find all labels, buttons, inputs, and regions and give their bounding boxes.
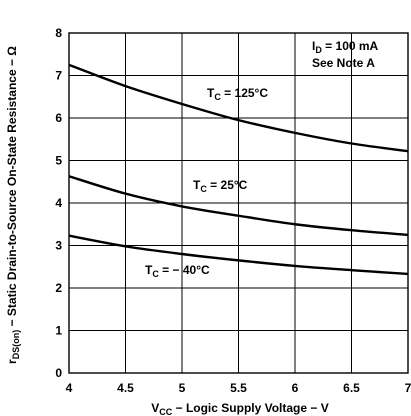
- x-tick-labels: 4 4.5 5 5.5 6 6.5 7: [66, 381, 411, 395]
- y-tick-labels: 0 1 2 3 4 5 6 7 8: [55, 26, 62, 380]
- condition-line1: ID = 100 mA: [312, 39, 379, 55]
- x-tick-label: 6.5: [343, 381, 360, 395]
- series-curve-125c: [68, 63, 409, 153]
- series-label-125c: TC = 125°C: [207, 86, 268, 102]
- series-curve-minus40c: [68, 234, 409, 276]
- y-tick-label: 6: [55, 111, 62, 125]
- series-label-25c: TC = 25°C: [193, 178, 248, 194]
- plot-frame: [68, 32, 409, 374]
- y-axis-label: rDS(on) − Static Drain-to-Source On-Stat…: [5, 46, 21, 364]
- x-axis-label: VCC − Logic Supply Voltage − V: [151, 401, 329, 416]
- y-tick-label: 3: [55, 239, 62, 253]
- y-tick-label: 5: [55, 154, 62, 168]
- y-tick-label: 2: [55, 281, 62, 295]
- y-tick-label: 1: [55, 324, 62, 338]
- x-tick-label: 5.5: [230, 381, 247, 395]
- y-tick-label: 0: [55, 366, 62, 380]
- x-tick-label: 4.5: [117, 381, 134, 395]
- y-tick-label: 8: [55, 26, 62, 40]
- condition-line2: See Note A: [312, 56, 375, 70]
- x-tick-label: 6: [292, 381, 299, 395]
- series-curves: [68, 63, 409, 276]
- y-tick-label: 7: [55, 69, 62, 83]
- series-curve-25c: [68, 175, 409, 237]
- series-label-minus40c: TC = − 40°C: [145, 263, 210, 279]
- y-tick-label: 4: [55, 196, 62, 210]
- x-tick-label: 4: [66, 381, 73, 395]
- x-tick-label: 7: [405, 381, 411, 395]
- x-tick-label: 5: [179, 381, 186, 395]
